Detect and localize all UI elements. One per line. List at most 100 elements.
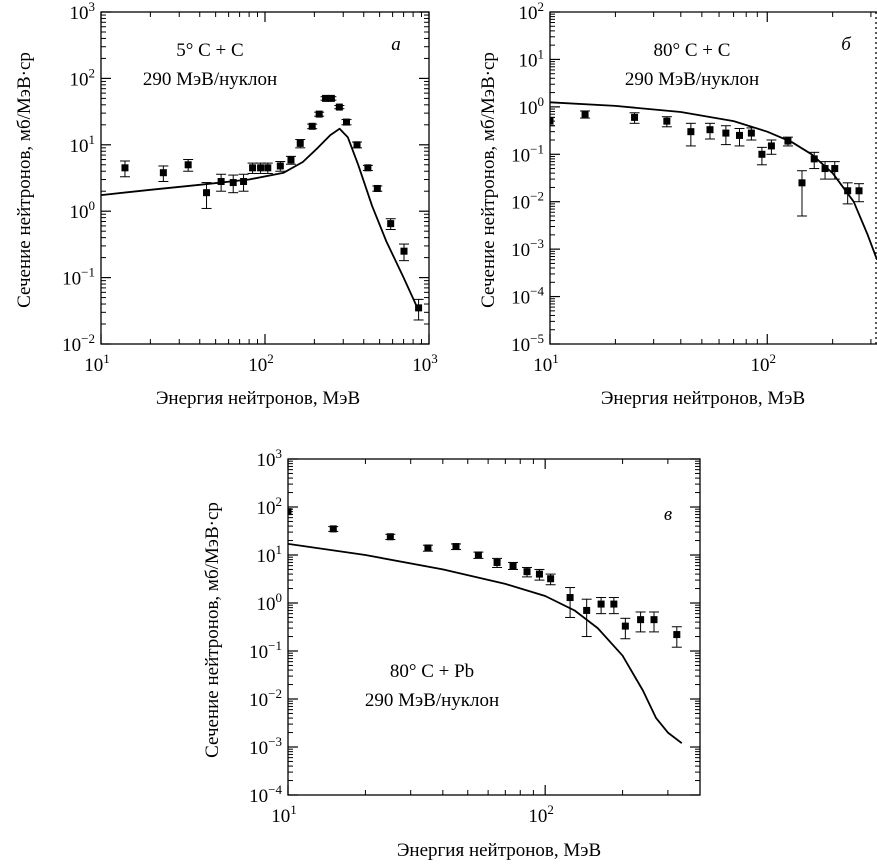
data-point: [855, 187, 863, 195]
x-tick-label: 101: [271, 802, 297, 827]
panel-letter: а: [391, 34, 401, 55]
data-point: [296, 139, 304, 147]
data-point: [493, 558, 501, 566]
y-axis-label: Сечение нейтронов, мб/МэВ·ср: [14, 52, 35, 308]
y-tick-label: 10−1: [249, 638, 282, 663]
tick-exponent: 2: [538, 0, 545, 14]
data-point: [327, 94, 335, 102]
data-point: [288, 508, 292, 516]
tick-base: 10: [271, 806, 290, 827]
y-tick-label: 102: [257, 494, 283, 519]
y-tick-label: 10−3: [249, 734, 282, 759]
tick-base: 10: [62, 269, 81, 290]
data-point: [610, 600, 618, 608]
y-tick-label: 101: [257, 542, 283, 567]
tick-exponent: −1: [268, 638, 282, 653]
data-point: [509, 562, 517, 570]
tick-base: 10: [511, 335, 530, 356]
data-point: [581, 110, 589, 118]
y-tick-label: 102: [70, 65, 96, 90]
tick-base: 10: [70, 3, 89, 24]
data-point: [364, 164, 372, 172]
data-point: [621, 622, 629, 630]
data-point: [353, 141, 361, 149]
panel-2: 101 10210−510−410−310−210−1100101102б80° …: [478, 0, 877, 409]
tick-base: 10: [249, 786, 268, 807]
data-point: [335, 103, 343, 111]
tick-base: 10: [511, 288, 530, 309]
data-point: [322, 94, 330, 102]
data-point: [583, 606, 591, 614]
data-point: [735, 131, 743, 139]
tick-exponent: −5: [530, 331, 544, 346]
tick-exponent: 3: [276, 446, 283, 461]
tick-base: 10: [751, 355, 770, 376]
data-point: [650, 616, 658, 624]
tick-base: 10: [519, 98, 538, 119]
tick-base: 10: [70, 69, 89, 90]
data-point: [386, 533, 394, 541]
tick-base: 10: [511, 193, 530, 214]
tick-base: 10: [511, 145, 530, 166]
tick-exponent: −2: [268, 686, 282, 701]
data-point: [550, 117, 554, 125]
data-point: [159, 169, 167, 177]
tick-exponent: 1: [276, 542, 283, 557]
data-point: [387, 220, 395, 228]
tick-exponent: 0: [89, 198, 96, 213]
data-point: [673, 631, 681, 639]
data-point: [121, 164, 129, 172]
data-point: [329, 525, 337, 533]
y-axis-label: Сечение нейтронов, мб/МэВ·ср: [478, 52, 499, 308]
x-tick-label: 101: [533, 351, 559, 376]
y-tick-label: 100: [70, 198, 96, 223]
tick-exponent: −2: [530, 189, 544, 204]
tick-exponent: −1: [81, 265, 95, 280]
tick-base: 10: [257, 546, 276, 567]
data-point: [758, 150, 766, 158]
tick-base: 10: [533, 355, 552, 376]
data-point: [722, 129, 730, 137]
x-tick-label: 103: [412, 351, 438, 376]
data-point: [315, 110, 323, 118]
x-tick-label: 102: [248, 351, 274, 376]
tick-base: 10: [84, 355, 103, 376]
data-point: [240, 178, 248, 186]
y-tick-label: 10−3: [511, 236, 544, 261]
data-point: [373, 184, 381, 192]
y-tick-label: 10−5: [511, 331, 544, 356]
panel-annotation: 290 МэВ/нуклон: [625, 69, 759, 90]
data-point: [217, 178, 225, 186]
data-point: [810, 155, 818, 163]
tick-exponent: −1: [530, 141, 544, 156]
panel-letter: б: [841, 34, 852, 55]
plot-area: [101, 94, 424, 321]
x-tick-label: 101: [84, 351, 110, 376]
panel-annotation: 5° C + C: [176, 40, 243, 61]
data-point: [523, 568, 531, 576]
y-tick-label: 10−2: [511, 189, 544, 214]
x-tick-label: 102: [751, 351, 777, 376]
model-curve: [550, 101, 877, 261]
tick-base: 10: [257, 594, 276, 615]
plot-frame: [100, 11, 430, 345]
data-point: [831, 165, 839, 173]
data-point: [400, 247, 408, 255]
y-tick-label: 10−4: [511, 284, 544, 309]
tick-base: 10: [519, 50, 538, 71]
tick-base: 10: [249, 738, 268, 759]
x-axis-label: Энергия нейтронов, МэВ: [397, 840, 601, 861]
data-point: [767, 142, 775, 150]
panel-annotation: 80° C + Pb: [390, 661, 474, 682]
tick-exponent: 3: [431, 351, 438, 366]
y-tick-label: 101: [70, 132, 96, 157]
x-tick-label: 102: [528, 802, 554, 827]
data-point: [203, 189, 211, 197]
tick-exponent: 2: [770, 351, 777, 366]
y-tick-label: 103: [257, 446, 283, 471]
panel-annotation: 290 МэВ/нуклон: [143, 69, 277, 90]
tick-exponent: −3: [268, 734, 282, 749]
tick-base: 10: [62, 335, 81, 356]
